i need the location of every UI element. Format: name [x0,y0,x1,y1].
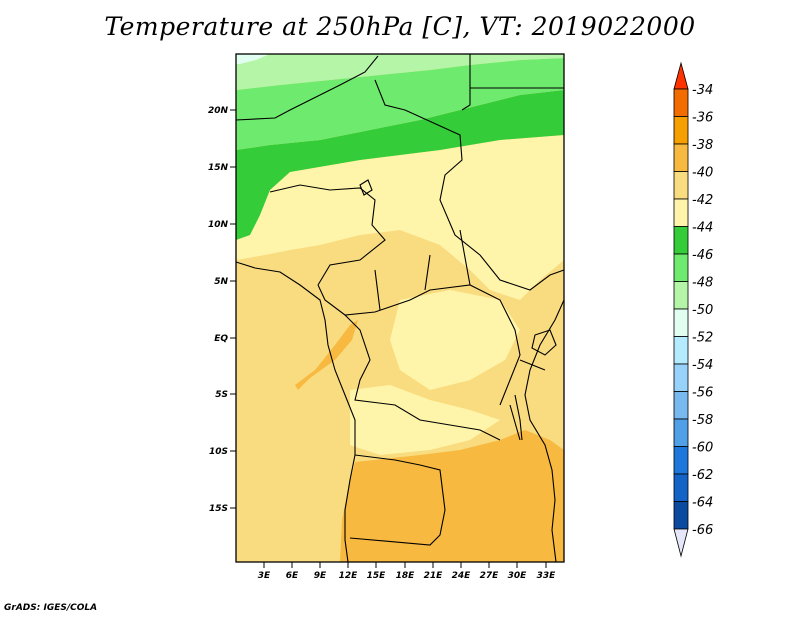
coastline-west [235,261,356,563]
lon-tick-18e: 18E [396,571,416,581]
colorbar-label: -36 [692,111,713,126]
field-minus38-south [340,430,564,562]
map-frame [235,53,565,563]
border-niger-nigeria [269,184,386,286]
colorbar-label: -58 [692,413,713,428]
colorbar-swatch [673,281,689,310]
colorbar-swatch [673,88,689,117]
lat-tick-5s: 5S [215,390,228,400]
colorbar-swatch [673,501,689,530]
field-minus42-central [390,290,520,390]
lat-tick-15s: 15S [209,504,228,514]
lon-tick-12e: 12E [339,571,359,581]
colorbar-top-triangle [673,61,689,90]
field-minus46-band [236,58,564,150]
lon-tick-27e: 27E [480,571,500,581]
colorbar-label: -54 [692,358,713,373]
field-minus38-streak [295,320,358,390]
lake-chad [359,179,373,196]
coastline-east [524,299,565,563]
border-libya-chad [374,79,565,291]
temperature-field [236,54,564,562]
field-minus48-band [236,54,564,90]
colorbar-bottom-triangle [673,528,689,558]
colorbar-swatch [673,143,689,172]
colorbar-label: -56 [692,386,713,401]
border-drc [344,314,501,441]
colorbar-label: -38 [692,138,713,153]
colorbar-label: -50 [692,303,713,318]
border-sahara-west [235,55,379,121]
border-egypt-sudan [461,54,564,111]
colorbar-label: -66 [692,523,713,538]
country-borders [235,54,565,563]
field-minus42-south [350,385,500,455]
colorbar-label: -34 [692,83,713,98]
colorbar-label: -40 [692,166,713,181]
border-central-lines [374,229,546,441]
colorbar-label: -42 [692,193,713,208]
lon-tick-6e: 6E [286,571,299,581]
colorbar-swatch [673,446,689,475]
colorbar-swatch [673,391,689,420]
colorbar: -34 -36 -38 -40 -42 -44 -46 -48 -50 -52 -54 -56 -58 -… [673,61,713,558]
lat-tick-5n: 5N [214,277,228,287]
colorbar-label: -60 [692,441,713,456]
lon-tick-30e: 30E [508,571,528,581]
lon-tick-3e: 3E [258,571,271,581]
colorbar-label: -64 [692,496,713,511]
lat-tick-eq: EQ [214,334,228,344]
lat-tick-10n: 10N [208,220,229,230]
field-minus44-band [236,90,564,240]
colorbar-swatch [673,363,689,392]
lat-tick-20n: 20N [208,106,229,116]
colorbar-swatch [673,116,689,145]
colorbar-label: -46 [692,248,713,263]
lon-tick-group: 3E 6E 9E 12E 15E 18E 21E 24E 27E 30E 33E [258,562,556,581]
colorbar-label: -44 [692,221,713,236]
chart-title: Temperature at 250hPa [C], VT: 201902200… [104,12,696,41]
colorbar-swatch [673,473,689,502]
colorbar-label: -48 [692,276,713,291]
colorbar-label: -52 [692,331,713,346]
colorbar-swatch [673,418,689,447]
lat-tick-group: 20N 15N 10N 5N EQ 5S 10S 15S [208,106,236,514]
colorbar-swatch [673,336,689,365]
border-cameroon [317,284,521,406]
lon-tick-24e: 24E [452,571,472,581]
colorbar-swatch [673,226,689,255]
lon-tick-21e: 21E [424,571,444,581]
field-minus50-corner [236,54,270,64]
colorbar-swatch [673,253,689,282]
lon-tick-15e: 15E [367,571,387,581]
lat-tick-15n: 15N [208,163,229,173]
field-minus42-north [236,135,564,300]
lat-tick-10s: 10S [209,447,228,457]
colorbar-label: -62 [692,468,713,483]
colorbar-swatch [673,198,689,227]
lake-victoria [531,329,557,356]
colorbar-swatch [673,171,689,200]
lon-tick-33e: 33E [537,571,557,581]
colorbar-swatch [673,308,689,337]
border-angola-zambia [349,454,446,546]
lon-tick-9e: 9E [314,571,327,581]
grads-credit: GrADS: IGES/COLA [4,603,98,613]
lake-tanganyika [514,394,523,441]
